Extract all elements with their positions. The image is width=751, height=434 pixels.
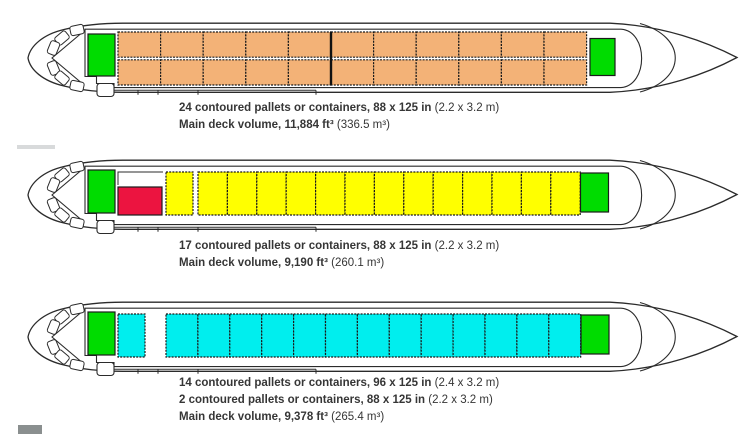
main-deck-pallets-yellow-cell bbox=[256, 171, 287, 216]
caption-configuration-3: 14 contoured pallets or containers, 96 x… bbox=[179, 375, 499, 427]
caption-line: Main deck volume, 11,884 ft³ (336.5 m³) bbox=[179, 119, 390, 132]
main-deck-pallets-orange-cell bbox=[160, 31, 204, 58]
main-deck-pallets-orange-cell bbox=[330, 59, 375, 86]
main-deck-pallets-orange-cell bbox=[330, 31, 375, 58]
aft-pressure-bulkhead bbox=[639, 22, 676, 93]
caption-line: Main deck volume, 9,190 ft³ (260.1 m³) bbox=[179, 256, 385, 269]
main-deck-pallets-orange-cell bbox=[245, 31, 290, 58]
main-deck-pallets-cyan-cell bbox=[388, 313, 422, 358]
pallet-yellow-narrow bbox=[165, 171, 194, 216]
lower-deck-marks bbox=[113, 368, 317, 374]
main-deck-pallets-cyan-cell bbox=[197, 313, 231, 358]
cockpit-seat bbox=[46, 319, 61, 335]
main-deck-pallets-yellow-cell bbox=[491, 171, 522, 216]
pallet-cyan-narrow bbox=[117, 313, 146, 358]
main-deck-pallets-cyan-cell bbox=[261, 313, 295, 358]
aircraft-top-view-24-pallets bbox=[27, 22, 739, 98]
main-deck-pallets-yellow-cell bbox=[197, 171, 228, 216]
main-deck-pallets-orange-cell bbox=[458, 31, 502, 58]
main-deck-pallets-orange-cell bbox=[287, 59, 332, 86]
main-deck-pallets-orange-cell bbox=[500, 59, 545, 86]
main-deck-pallets-yellow-cell bbox=[344, 171, 375, 216]
main-deck-pallets-orange-cell bbox=[415, 31, 460, 58]
caption-configuration-1: 24 contoured pallets or containers, 88 x… bbox=[179, 100, 499, 134]
aircraft-top-view-14-plus-2-pallets bbox=[27, 301, 739, 377]
aft-pressure-bulkhead bbox=[639, 159, 676, 230]
main-deck-pallets-yellow-cell bbox=[403, 171, 434, 216]
cockpit-seat bbox=[69, 358, 85, 372]
main-deck-pallets-orange-cell bbox=[202, 59, 247, 86]
cockpit-windshield-line bbox=[51, 167, 85, 223]
forward-position-green bbox=[87, 169, 116, 214]
caption-configuration-2: 17 contoured pallets or containers, 88 x… bbox=[179, 238, 499, 272]
cockpit-seat bbox=[69, 160, 85, 174]
main-deck-pallets-yellow-cell bbox=[373, 171, 405, 216]
caption-line: Main deck volume, 9,378 ft³ (265.4 m³) bbox=[179, 410, 385, 423]
main-deck-pallets-cyan-cell bbox=[356, 313, 390, 358]
main-deck-pallets-yellow-cell bbox=[462, 171, 493, 216]
main-deck-pallets-cyan-cell bbox=[293, 313, 327, 358]
main-deck-pallets-orange-cell bbox=[543, 31, 588, 58]
main-deck-pallets-yellow-cell bbox=[226, 171, 258, 216]
main-deck-pallets-yellow-cell bbox=[285, 171, 317, 216]
forward-entry-door bbox=[96, 361, 115, 377]
main-deck-pallets-orange-cell bbox=[245, 59, 290, 86]
main-deck-pallets-orange-cell bbox=[373, 59, 417, 86]
restricted-position-red bbox=[117, 186, 163, 216]
cockpit-seat bbox=[69, 79, 85, 93]
lower-deck-marks bbox=[113, 89, 317, 95]
main-deck-pallets-cyan-cell bbox=[484, 313, 518, 358]
cockpit-seat bbox=[54, 70, 70, 86]
forward-entry-door bbox=[96, 219, 115, 235]
main-deck-pallets-yellow-cell bbox=[315, 171, 346, 216]
main-deck-pallets-cyan-cell bbox=[420, 313, 454, 358]
cockpit-windshield-line bbox=[51, 30, 85, 86]
cockpit-seat bbox=[69, 23, 85, 37]
main-deck-pallets-orange-cell bbox=[415, 59, 460, 86]
main-deck-pallets-cyan-cell bbox=[548, 313, 582, 358]
main-deck-pallets-orange-cell bbox=[117, 59, 162, 86]
cockpit-seat bbox=[46, 40, 61, 56]
main-deck-pallets-yellow-cell bbox=[550, 171, 581, 216]
aft-position-green bbox=[589, 37, 616, 77]
main-deck-pallets-cyan-cell bbox=[229, 313, 263, 358]
cockpit-seat bbox=[69, 216, 85, 230]
aft-position-green bbox=[580, 314, 610, 355]
scan-artifact-bottom bbox=[18, 425, 42, 434]
main-deck-pallets-cyan-cell bbox=[324, 313, 358, 358]
main-deck-pallets-cyan-cell bbox=[452, 313, 486, 358]
main-deck-pallets-orange-cell bbox=[117, 31, 162, 58]
scan-artifact-top bbox=[17, 145, 55, 149]
aft-position-green bbox=[579, 172, 610, 213]
cockpit-windshield-line bbox=[51, 309, 85, 365]
main-deck-pallets-yellow-cell bbox=[520, 171, 552, 216]
cockpit-seat bbox=[46, 177, 61, 193]
caption-line: 17 contoured pallets or containers, 88 x… bbox=[179, 239, 500, 252]
main-deck-pallets-yellow-cell bbox=[432, 171, 464, 216]
aircraft-top-view-17-pallets bbox=[27, 159, 739, 235]
main-deck-pallets-cyan-cell bbox=[516, 313, 550, 358]
cockpit-seat bbox=[69, 302, 85, 316]
main-deck-pallets-cyan-cell bbox=[165, 313, 199, 358]
main-deck-pallets-orange-cell bbox=[543, 59, 588, 86]
lower-deck-marks bbox=[113, 226, 317, 232]
caption-line: 2 contoured pallets or containers, 88 x … bbox=[179, 393, 493, 406]
main-deck-pallets-orange-cell bbox=[202, 31, 247, 58]
main-deck-pallets-orange-cell bbox=[160, 59, 204, 86]
main-deck-pallets-orange-cell bbox=[500, 31, 545, 58]
caption-line: 24 contoured pallets or containers, 88 x… bbox=[179, 102, 500, 114]
cockpit-seat bbox=[54, 207, 70, 223]
main-deck-pallets-orange-cell bbox=[458, 59, 502, 86]
forward-position-green bbox=[87, 311, 116, 356]
caption-line: 14 contoured pallets or containers, 96 x… bbox=[179, 376, 500, 389]
forward-position-green bbox=[87, 33, 116, 77]
galley-partition-line bbox=[117, 171, 163, 185]
main-deck-pallets-orange-cell bbox=[287, 31, 332, 58]
cockpit-seat bbox=[54, 349, 70, 365]
main-deck-pallets-orange-cell bbox=[373, 31, 417, 58]
forward-entry-door bbox=[96, 82, 115, 98]
aft-pressure-bulkhead bbox=[639, 301, 676, 372]
